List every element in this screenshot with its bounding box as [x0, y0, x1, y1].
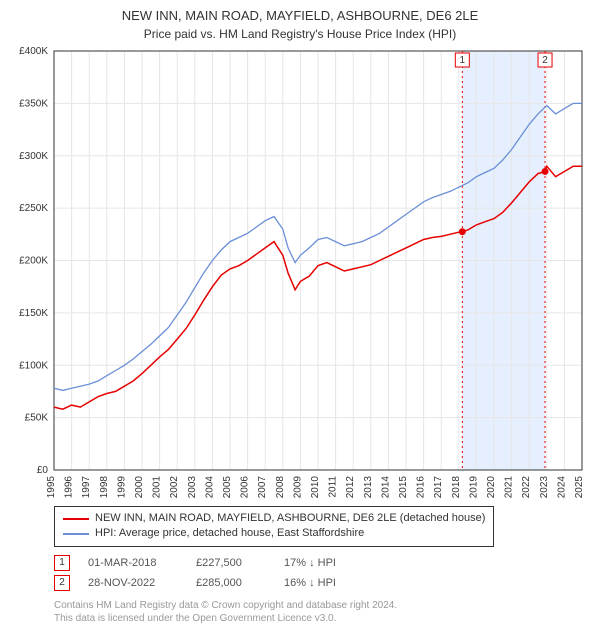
y-tick-label: £250K [19, 203, 48, 214]
y-tick-label: £350K [19, 98, 48, 109]
marker-pct: 17% ↓ HPI [284, 557, 336, 569]
x-tick-label: 2012 [345, 475, 356, 497]
marker-dot [542, 168, 549, 175]
marker-price: £227,500 [196, 557, 266, 569]
legend-row: HPI: Average price, detached house, East… [63, 526, 485, 541]
y-tick-label: £50K [25, 413, 49, 424]
y-tick-label: £200K [19, 255, 48, 266]
x-tick-label: 2004 [204, 475, 215, 497]
x-tick-label: 2002 [169, 475, 180, 497]
x-tick-label: 1999 [116, 475, 127, 497]
y-tick-label: £0 [37, 465, 49, 476]
y-tick-label: £150K [19, 308, 48, 319]
x-tick-label: 2019 [468, 475, 479, 497]
marker-badge: 1 [54, 555, 70, 571]
y-tick-label: £400K [19, 47, 48, 57]
marker-badge: 2 [54, 575, 70, 591]
x-tick-label: 2008 [275, 475, 286, 497]
x-tick-label: 2018 [451, 475, 462, 497]
chart-subtitle: Price paid vs. HM Land Registry's House … [10, 27, 590, 41]
footnote-line-1: Contains HM Land Registry data © Crown c… [54, 599, 590, 612]
marker-date: 01-MAR-2018 [88, 557, 178, 569]
x-tick-label: 2017 [433, 475, 444, 497]
legend-swatch [63, 533, 89, 535]
x-tick-label: 2022 [521, 475, 532, 497]
chart-svg: £0 £50K £100K £150K £200K £250K £300K £350K £400… [10, 47, 590, 498]
x-tick-label: 2010 [310, 475, 321, 497]
x-tick-label: 2021 [504, 475, 515, 497]
legend-label: NEW INN, MAIN ROAD, MAYFIELD, ASHBOURNE,… [95, 511, 485, 526]
y-tick-label: £100K [19, 360, 48, 371]
x-tick-label: 1997 [81, 475, 92, 497]
x-tick-label: 2006 [240, 475, 251, 497]
x-tick-label: 2007 [257, 475, 268, 497]
footnote: Contains HM Land Registry data © Crown c… [54, 599, 590, 625]
y-tick-label: £300K [19, 151, 48, 162]
x-tick-label: 2020 [486, 475, 497, 497]
x-tick-label: 2001 [152, 475, 163, 497]
x-tick-label: 2014 [380, 475, 391, 497]
legend-swatch [63, 518, 89, 520]
x-tick-label: 2005 [222, 475, 233, 497]
x-tick-label: 2023 [539, 475, 550, 497]
marker-price: £285,000 [196, 577, 266, 589]
x-tick-label: 2003 [187, 475, 198, 497]
x-tick-label: 2016 [416, 475, 427, 497]
x-tick-label: 2011 [328, 475, 339, 497]
legend-row: NEW INN, MAIN ROAD, MAYFIELD, ASHBOURNE,… [63, 511, 485, 526]
x-tick-label: 2009 [292, 475, 303, 497]
marker-table-row: 1 01-MAR-2018 £227,500 17% ↓ HPI [54, 555, 590, 571]
x-tick-label: 2013 [363, 475, 374, 497]
marker-dot [459, 228, 466, 235]
marker-badge-number: 1 [460, 55, 466, 66]
marker-table: 1 01-MAR-2018 £227,500 17% ↓ HPI 2 28-NOV-202… [54, 555, 590, 595]
x-tick-label: 2015 [398, 475, 409, 497]
x-tick-label: 2025 [574, 475, 585, 497]
x-tick-label: 1996 [64, 475, 75, 497]
marker-badge-number: 2 [542, 55, 548, 66]
x-tick-label: 2000 [134, 475, 145, 497]
footnote-line-2: This data is licensed under the Open Gov… [54, 612, 590, 625]
legend-label: HPI: Average price, detached house, East… [95, 526, 364, 541]
chart-title: NEW INN, MAIN ROAD, MAYFIELD, ASHBOURNE,… [10, 8, 590, 25]
x-tick-label: 2024 [556, 475, 567, 497]
marker-date: 28-NOV-2022 [88, 577, 178, 589]
legend: NEW INN, MAIN ROAD, MAYFIELD, ASHBOURNE,… [54, 506, 494, 547]
chart-area: £0 £50K £100K £150K £200K £250K £300K £350K £400… [10, 47, 590, 498]
marker-table-row: 2 28-NOV-2022 £285,000 16% ↓ HPI [54, 575, 590, 591]
marker-pct: 16% ↓ HPI [284, 577, 336, 589]
x-tick-label: 1995 [46, 475, 57, 497]
x-tick-label: 1998 [99, 475, 110, 497]
